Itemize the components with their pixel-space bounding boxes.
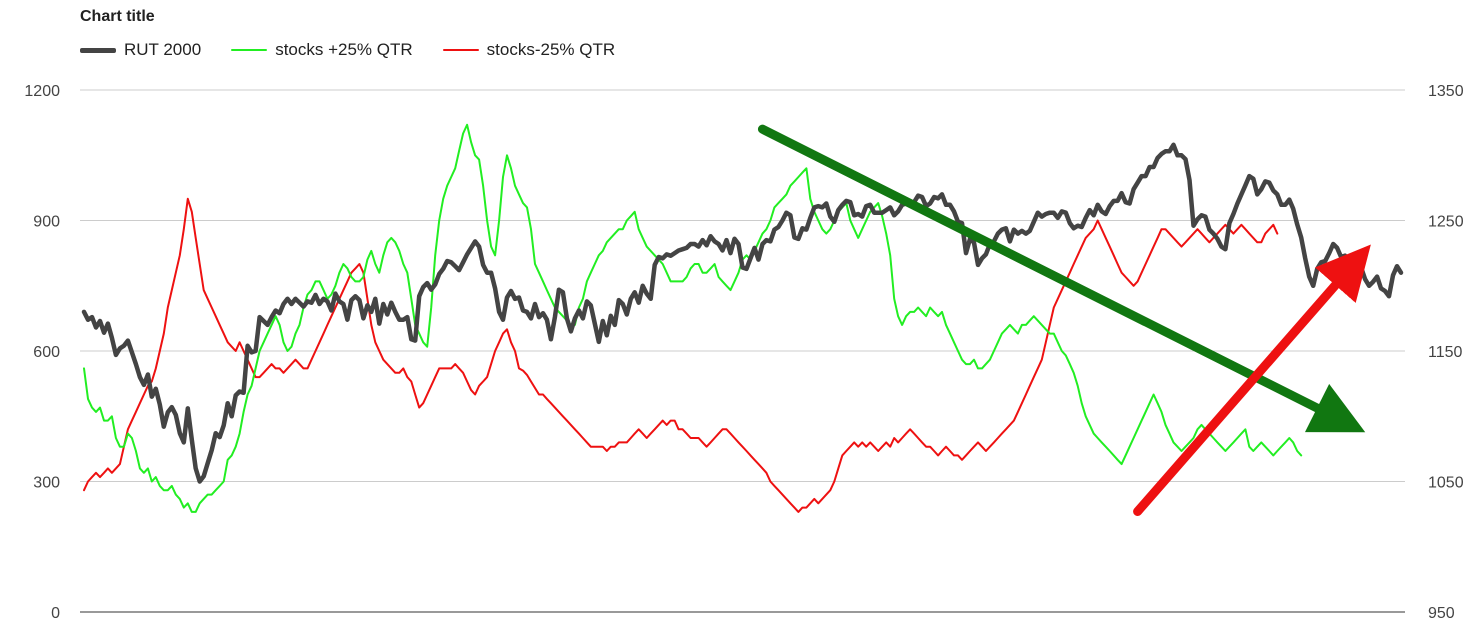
right-tick-label: 950 xyxy=(1428,605,1455,622)
legend-item-stocks-plus-25[interactable]: stocks +25% QTR xyxy=(231,40,413,60)
left-axis: 0 300 600 900 1200 xyxy=(24,83,60,622)
legend-label: RUT 2000 xyxy=(124,40,202,59)
legend-item-stocks-minus-25[interactable]: stocks-25% QTR xyxy=(442,40,616,60)
right-tick-label: 1250 xyxy=(1428,214,1464,231)
red-trend-arrow xyxy=(1133,244,1371,517)
green-trend-arrow xyxy=(757,124,1366,433)
chart-title: Chart title xyxy=(80,8,155,25)
left-tick-label: 1200 xyxy=(24,83,60,100)
left-tick-label: 900 xyxy=(33,214,60,231)
legend-label: stocks-25% QTR xyxy=(486,40,616,59)
left-tick-label: 0 xyxy=(51,605,60,622)
gridlines xyxy=(80,89,1405,613)
series-line-1[interactable] xyxy=(83,123,1303,513)
chart-legend: RUT 2000 stocks +25% QTR stocks-25% QTR xyxy=(80,38,645,62)
legend-swatch xyxy=(80,47,116,53)
legend-swatch xyxy=(231,49,268,51)
legend-label: stocks +25% QTR xyxy=(275,40,413,59)
legend-swatch xyxy=(442,49,479,51)
left-tick-label: 300 xyxy=(33,475,60,492)
legend-item-rut-2000[interactable]: RUT 2000 xyxy=(80,40,201,60)
right-tick-label: 1050 xyxy=(1428,475,1464,492)
series-line-2[interactable] xyxy=(83,197,1279,513)
right-tick-label: 1350 xyxy=(1428,83,1464,100)
right-tick-label: 1150 xyxy=(1428,344,1463,361)
series-layer xyxy=(81,123,1404,513)
annotation-layer xyxy=(757,124,1371,517)
series-line-0[interactable] xyxy=(81,142,1404,484)
right-axis: 950 1050 1150 1250 1350 xyxy=(1428,83,1464,622)
left-tick-label: 600 xyxy=(33,344,60,361)
